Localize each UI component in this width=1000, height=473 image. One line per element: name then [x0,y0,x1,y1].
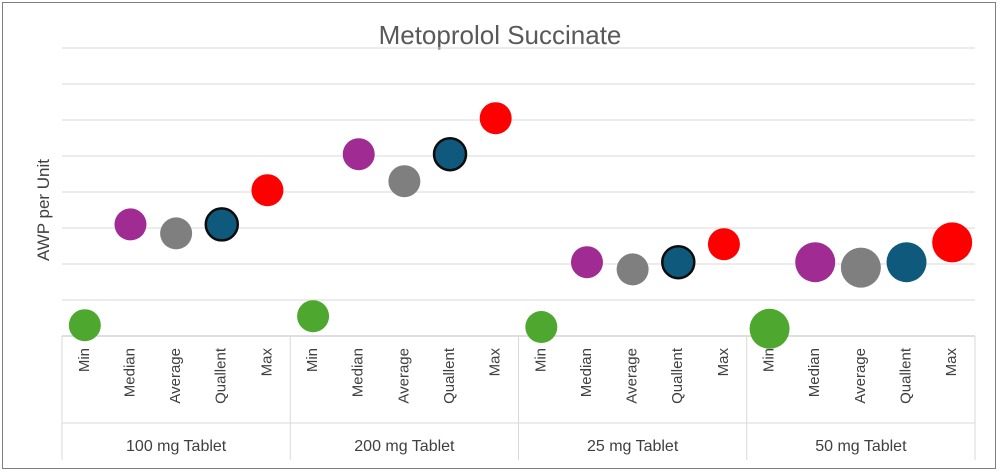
data-point-25-mg-tablet-max [707,228,740,261]
data-point-25-mg-tablet-median [570,246,603,279]
tick-label: Average [624,348,641,404]
tick-label: Min [761,348,778,372]
tick-label: Average [852,348,869,404]
group-label: 200 mg Tablet [354,438,455,455]
tick-label: Min [304,348,321,372]
tick-label: Median [350,348,367,397]
data-point-200-mg-tablet-median [342,138,375,171]
group-label: 50 mg Tablet [815,438,907,455]
tick-label: Min [76,348,93,372]
tick-label: Average [167,348,184,404]
data-point-200-mg-tablet-quallent [432,136,468,172]
tick-label: Median [121,348,138,397]
data-point-50-mg-tablet-average [840,247,881,288]
data-point-25-mg-tablet-min [525,311,558,343]
tick-label: Median [806,348,823,397]
data-point-25-mg-tablet-quallent [661,244,696,280]
tick-label: Min [532,348,549,372]
data-point-200-mg-tablet-average [388,165,421,198]
data-point-200-mg-tablet-min [297,300,330,333]
data-point-25-mg-tablet-average [616,253,649,286]
group-label: 25 mg Tablet [587,438,679,455]
tick-label: Max [258,348,275,377]
data-point-100-mg-tablet-median [114,208,147,241]
tick-label: Quallent [441,347,458,404]
tick-label: Max [487,348,504,377]
tick-label: Quallent [897,347,914,404]
data-point-100-mg-tablet-average [160,217,193,250]
data-point-50-mg-tablet-max [932,222,973,263]
tick-label: Average [395,348,412,404]
group-label: 100 mg Tablet [126,438,227,455]
tick-label: Median [578,348,595,397]
tick-label: Quallent [213,347,230,404]
data-point-50-mg-tablet-quallent [886,242,927,283]
data-point-50-mg-tablet-median [795,242,836,283]
data-point-50-mg-tablet-min [749,308,790,349]
tick-label: Max [943,348,960,377]
chart-title: Metoprolol Succinate [378,20,622,50]
tick-label: Quallent [669,347,686,404]
data-point-100-mg-tablet-max [251,174,284,207]
tick-label: Max [715,348,732,377]
data-point-200-mg-tablet-max [479,102,512,135]
data-point-100-mg-tablet-quallent [204,207,240,242]
data-point-100-mg-tablet-min [68,309,101,342]
